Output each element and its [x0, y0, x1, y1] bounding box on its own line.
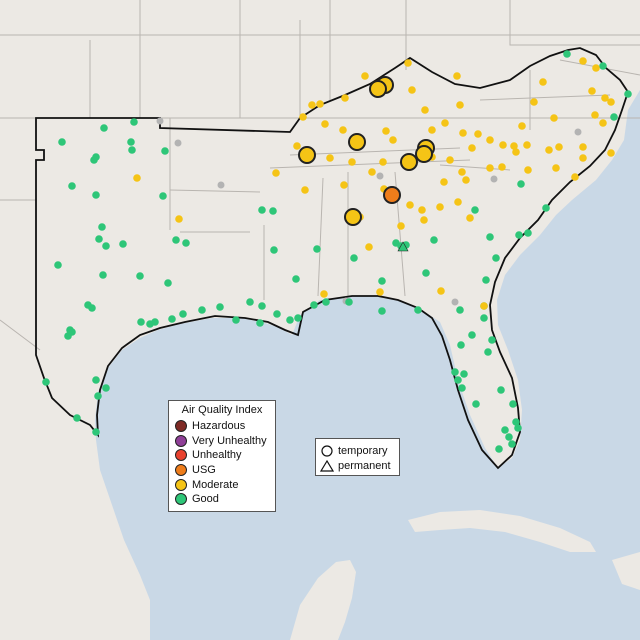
aqi-legend: Air Quality Index Hazardous Very Unhealt…: [168, 400, 276, 512]
hispaniola-land: [612, 552, 640, 590]
moderate-temporary-markers: [298, 76, 435, 226]
triangle-icon: [320, 459, 334, 472]
legend-item-permanent: permanent: [320, 458, 395, 473]
good-swatch: [175, 493, 187, 506]
legend-label: Moderate: [192, 478, 239, 491]
legend-label: Unhealthy: [192, 449, 242, 462]
unhealthy-swatch: [175, 449, 187, 462]
aqi-legend-title: Air Quality Index: [181, 404, 263, 416]
temporary-label: temporary: [338, 444, 388, 457]
legend-item-hazardous: Hazardous: [175, 419, 269, 434]
monitor-type-legend: temporary permanent: [315, 438, 400, 476]
usg-swatch: [175, 464, 187, 477]
good-markers: [42, 50, 632, 453]
legend-label: USG: [192, 464, 216, 477]
usg-temporary-marker: [383, 186, 401, 204]
cuba-land: [408, 510, 596, 552]
legend-item-temporary: temporary: [320, 443, 395, 458]
legend-item-unhealthy: Unhealthy: [175, 448, 269, 463]
moderate-markers: [133, 57, 615, 310]
very-unhealthy-swatch: [175, 434, 187, 447]
good-permanent-marker: [397, 241, 409, 252]
no-data-markers: [156, 117, 582, 306]
legend-label: Good: [192, 493, 219, 506]
region-boundary: [35, 47, 629, 470]
legend-item-good: Good: [175, 492, 269, 507]
moderate-swatch: [175, 478, 187, 491]
legend-label: Hazardous: [192, 420, 246, 433]
legend-item-very-unhealthy: Very Unhealthy: [175, 434, 269, 449]
legend-item-moderate: Moderate: [175, 477, 269, 492]
yucatan-land: [290, 560, 356, 640]
legend-item-usg: USG: [175, 463, 269, 478]
permanent-label: permanent: [338, 459, 391, 472]
hazardous-swatch: [175, 420, 187, 433]
legend-label: Very Unhealthy: [192, 434, 267, 447]
circle-icon: [320, 444, 334, 457]
